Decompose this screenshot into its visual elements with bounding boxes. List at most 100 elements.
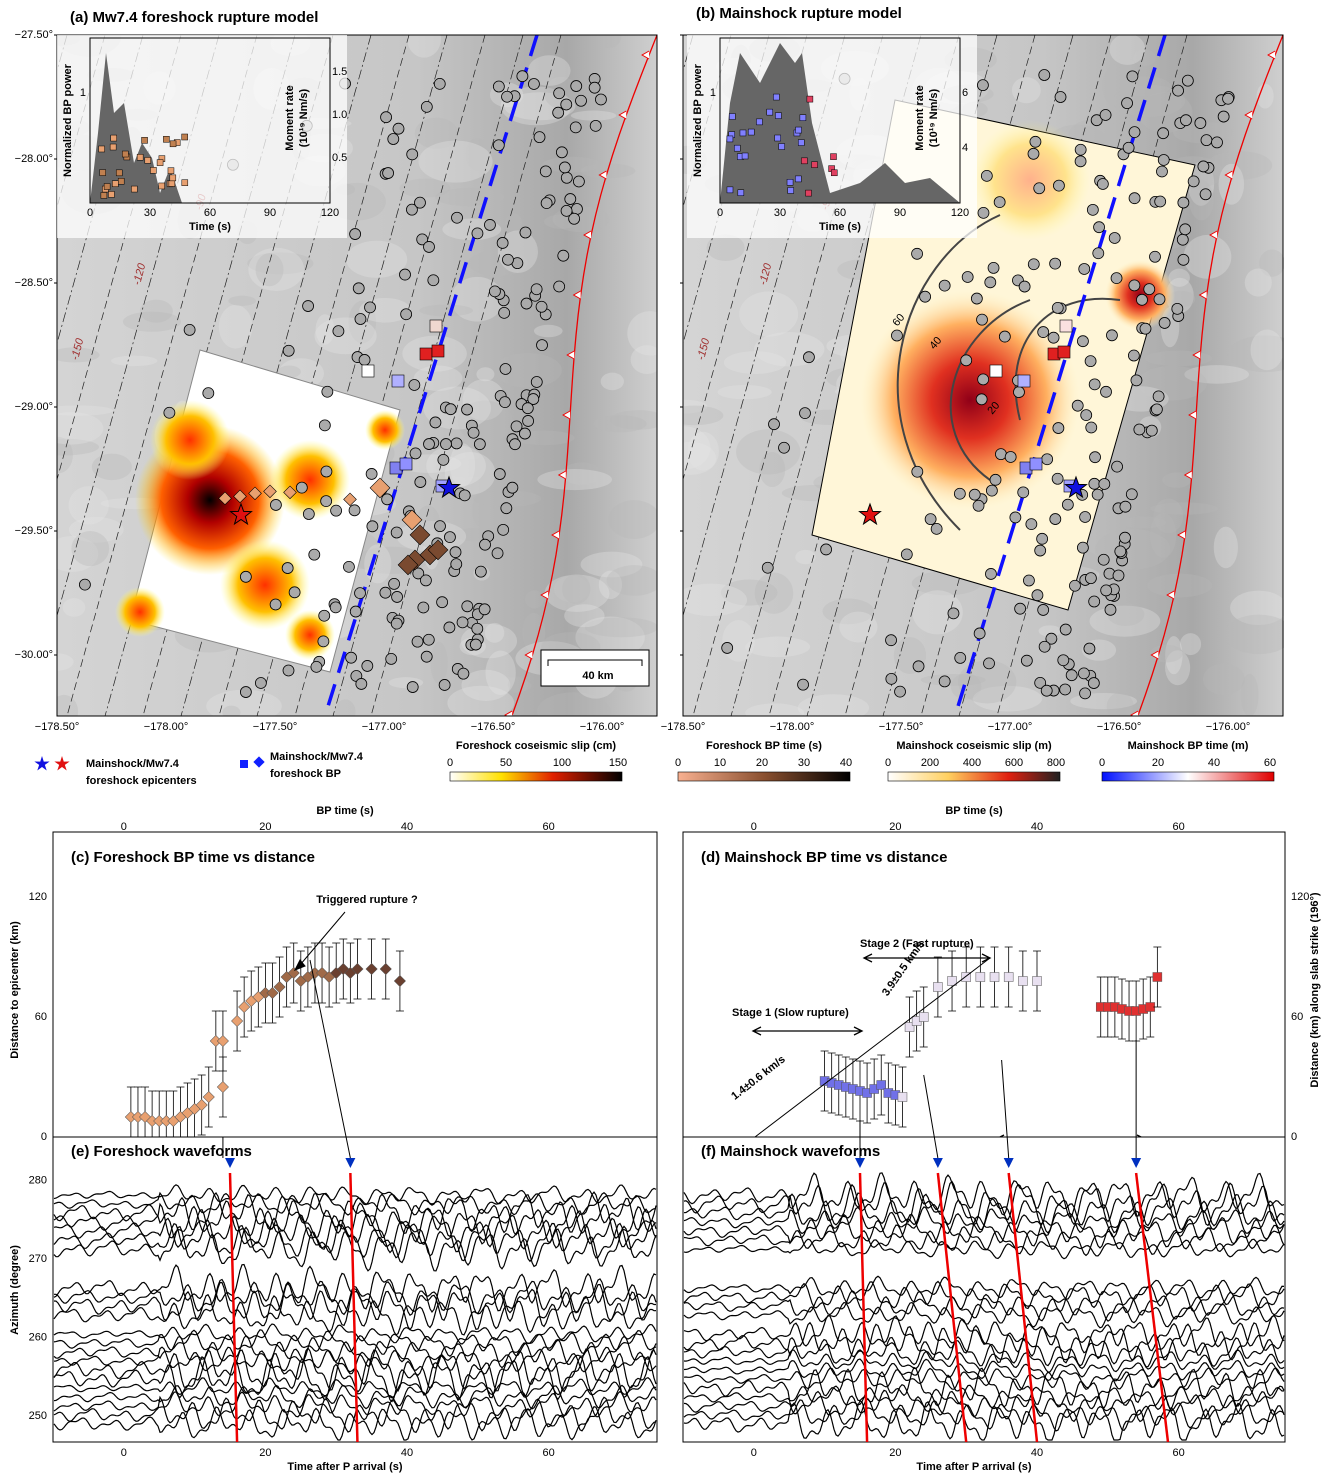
aftershock [531,284,542,295]
aftershock [1155,196,1166,207]
top-tick-label: 40 [401,821,413,833]
aftershock [931,523,942,534]
inset-bp [142,137,148,143]
aftershock [507,482,518,493]
relief [71,531,109,566]
inset-y2-label: (10¹⁹ Nm/s) [298,88,310,147]
aftershock [1101,386,1112,397]
aftershock [1048,332,1059,343]
colorbar-tick-label: 40 [1208,757,1220,769]
colorbar [1102,772,1274,781]
aftershock [437,597,448,608]
aftershock [474,439,485,450]
inset-bp [756,119,762,125]
aftershock [435,521,446,532]
panel-title: (a) Mw7.4 foreshock rupture model [70,9,318,26]
bp-square [990,365,1002,377]
inset-bp [118,178,124,184]
axis-label: BP time (s) [945,805,1003,817]
aftershock [522,403,533,414]
aftershock [1038,604,1049,615]
inset-bp [775,135,781,141]
inset-bp [727,187,733,193]
aftershock [1136,294,1147,305]
aftershock [468,427,479,438]
inset-bp [742,153,748,159]
inset-bp [798,140,804,146]
aftershock [1223,93,1234,104]
aftershock [925,514,936,525]
aftershock [311,661,322,672]
aftershock [1041,685,1052,696]
aftershock [978,374,989,385]
colorbar-label: Foreshock coseismic slip (cm) [456,740,617,752]
aftershock [1212,137,1223,148]
aftershock [561,205,572,216]
aftershock [1085,573,1096,584]
aftershock [565,194,576,205]
relief [1219,164,1245,205]
aftershock [355,588,366,599]
aftershock [240,571,251,582]
aftershock [913,661,924,672]
aftershock [1090,452,1101,463]
aftershock [283,665,294,676]
aftershock [589,82,600,93]
lon-tick-label: −177.00° [988,721,1032,733]
aftershock [430,417,441,428]
aftershock [1084,643,1095,654]
aftershock [537,340,548,351]
colorbar-tick-label: 20 [1152,757,1164,769]
aftershock [558,250,569,261]
aftershock [590,120,601,131]
lon-tick-label: −177.50° [879,721,923,733]
inset-bp [807,96,813,102]
aftershock [1111,273,1122,284]
aftershock [559,162,570,173]
aftershock [1159,317,1170,328]
relief [724,351,786,374]
bp-square [420,348,432,360]
aftershock [1140,323,1151,334]
aftershock [359,354,370,365]
legend-label: Mainshock/Mw7.4 [270,751,364,763]
aftershock [1198,161,1209,172]
aftershock [803,352,814,363]
aftershock [1080,688,1091,699]
aftershock [450,547,461,558]
aftershock [452,212,463,223]
aftershock [920,291,931,302]
aftershock [973,500,984,511]
aftershock [381,112,392,123]
aftershock [319,420,330,431]
lon-tick-label: −176.50° [471,721,515,733]
aftershock [988,262,999,273]
aftershock [499,397,510,408]
y-axis-label: Azimuth (degree) [9,1245,21,1335]
colorbar [450,772,622,781]
aftershock [440,439,451,450]
aftershock [1218,111,1229,122]
aftershock [421,651,432,662]
y-tick-label: 0 [1291,1131,1297,1143]
aftershock [1201,135,1212,146]
aftershock [954,488,965,499]
inset-bp [111,135,117,141]
figure: -150-120-90-60-30−27.50°−28.00°−28.50°−2… [0,0,1332,1480]
relief [745,637,810,658]
inset-bp [170,141,176,147]
relief [1151,502,1218,514]
aftershock [521,298,532,309]
bp-square [400,458,412,470]
aftershock [1153,391,1164,402]
aftershock [976,394,987,405]
aftershock [407,682,418,693]
aftershock [1053,180,1064,191]
aftershock [1060,684,1071,695]
inset-x-label: Time (s) [819,221,861,233]
lon-tick-label: −178.00° [144,721,188,733]
inset-y2-tick-label: 1.0 [332,109,347,121]
y-tick-label: 250 [29,1410,47,1422]
inset-bp [830,154,836,160]
aftershock [1058,655,1069,666]
